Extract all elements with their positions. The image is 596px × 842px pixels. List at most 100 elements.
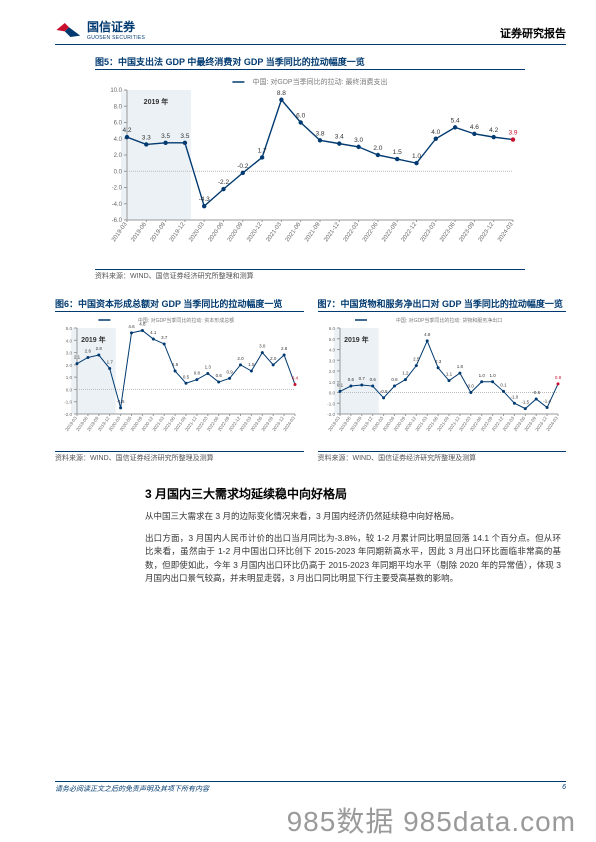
svg-text:2019-12: 2019-12 xyxy=(169,221,187,243)
svg-text:-1.0: -1.0 xyxy=(327,401,335,406)
svg-text:4.0: 4.0 xyxy=(328,348,335,353)
svg-text:0.6: 0.6 xyxy=(347,377,354,382)
chart5-container: 中国: 对GDP当季同比的拉动: 最终消费支出2019 年-6.0-4.0-2.… xyxy=(95,72,525,267)
chart5-footer: 资料来源：WIND、国信证券经济研究所整理和测算 xyxy=(95,269,525,281)
svg-text:3.0: 3.0 xyxy=(66,351,73,356)
svg-text:-2.0: -2.0 xyxy=(327,412,335,417)
svg-text:-1.5: -1.5 xyxy=(521,400,529,405)
svg-text:2019 年: 2019 年 xyxy=(344,335,369,344)
svg-text:2.5: 2.5 xyxy=(413,357,420,362)
svg-text:1.0: 1.0 xyxy=(412,153,421,160)
svg-text:-2.2: -2.2 xyxy=(218,179,230,186)
svg-text:0.6: 0.6 xyxy=(216,373,223,378)
svg-text:2021-03: 2021-03 xyxy=(265,221,283,243)
svg-text:2023-06: 2023-06 xyxy=(439,221,457,243)
svg-text:4.8: 4.8 xyxy=(139,321,146,326)
svg-text:2019-03: 2019-03 xyxy=(111,221,129,243)
svg-text:6.0: 6.0 xyxy=(328,326,335,331)
svg-text:2020-09: 2020-09 xyxy=(227,221,245,243)
svg-text:5.0: 5.0 xyxy=(328,337,335,342)
svg-text:3.3: 3.3 xyxy=(142,134,151,141)
svg-text:中国: 对GDP当季同比的拉动: 货物和服务净出口: 中国: 对GDP当季同比的拉动: 货物和服务净出口 xyxy=(395,317,501,324)
svg-text:2.0: 2.0 xyxy=(114,153,123,159)
logo-name-en: GUOSEN SECURITIES xyxy=(87,35,145,41)
svg-text:2.8: 2.8 xyxy=(281,346,288,351)
svg-text:2.1: 2.1 xyxy=(74,355,81,360)
section-title: 3 月国内三大需求均延续稳中向好格局 xyxy=(145,485,566,502)
svg-text:4.0: 4.0 xyxy=(431,129,440,136)
svg-text:1.0: 1.0 xyxy=(66,375,73,380)
svg-text:1.1: 1.1 xyxy=(445,372,452,377)
svg-text:-4.0: -4.0 xyxy=(112,202,123,208)
watermark: 985数据 985data.com xyxy=(287,800,576,840)
chart6-footer: 资料来源：WIND、国信证券经济研究所整理及测算 xyxy=(55,451,304,463)
svg-text:2021-09: 2021-09 xyxy=(304,221,322,243)
svg-text:3.5: 3.5 xyxy=(161,133,170,140)
svg-text:0.0: 0.0 xyxy=(467,384,474,389)
svg-text:4.0: 4.0 xyxy=(66,338,73,343)
svg-text:2024-03: 2024-03 xyxy=(282,415,296,432)
svg-text:0.5: 0.5 xyxy=(183,374,190,379)
chart7-footer: 资料来源：WIND、国信证券经济研究所整理及测算 xyxy=(318,451,567,463)
chart6-container: 中国: 对GDP当季同比的拉动: 资本形成总额2019 年-2.0-1.00.0… xyxy=(55,314,304,449)
svg-text:0.6: 0.6 xyxy=(391,377,398,382)
svg-text:6.0: 6.0 xyxy=(296,113,305,120)
svg-text:8.0: 8.0 xyxy=(114,104,123,110)
svg-text:-6.0: -6.0 xyxy=(112,218,123,224)
svg-text:3.0: 3.0 xyxy=(259,344,266,349)
svg-text:3.0: 3.0 xyxy=(328,358,335,363)
svg-text:4.6: 4.6 xyxy=(470,124,479,131)
page-footer: 请务必阅读正文之后的免责声明及其项下所有内容 6 xyxy=(55,781,566,794)
page-header: 国信证券 GUOSEN SECURITIES 证券研究报告 xyxy=(55,18,566,45)
svg-text:2020-06: 2020-06 xyxy=(208,221,226,243)
svg-text:-0.5: -0.5 xyxy=(379,389,387,394)
svg-text:2023-03: 2023-03 xyxy=(420,221,438,243)
svg-text:4.2: 4.2 xyxy=(489,127,498,134)
svg-text:2019 年: 2019 年 xyxy=(144,97,169,106)
logo-name-cn: 国信证券 xyxy=(87,18,145,35)
chart5-title: 图5：中国支出法 GDP 中最终消费对 GDP 当季同比的拉动幅度一览 xyxy=(95,55,525,70)
svg-text:0.0: 0.0 xyxy=(114,169,123,175)
svg-text:1.7: 1.7 xyxy=(258,147,267,154)
svg-text:2.0: 2.0 xyxy=(237,356,244,361)
svg-text:2023-09: 2023-09 xyxy=(458,221,476,243)
svg-text:8.8: 8.8 xyxy=(277,90,286,97)
chart7-container: 中国: 对GDP当季同比的拉动: 货物和服务净出口 2019 年 -2.0 -1.0 0… xyxy=(318,314,567,449)
footer-page-no: 6 xyxy=(562,784,566,794)
svg-text:-0.6: -0.6 xyxy=(532,390,540,395)
svg-text:0.0: 0.0 xyxy=(328,391,335,396)
svg-text:-0.2: -0.2 xyxy=(237,163,249,170)
svg-text:2020-03: 2020-03 xyxy=(188,221,206,243)
svg-text:3.4: 3.4 xyxy=(335,134,344,141)
svg-text:2.0: 2.0 xyxy=(270,356,277,361)
svg-text:2024-03: 2024-03 xyxy=(545,415,559,432)
svg-text:5.4: 5.4 xyxy=(451,117,460,124)
svg-text:3.7: 3.7 xyxy=(161,335,168,340)
svg-text:2020-12: 2020-12 xyxy=(246,221,264,243)
svg-text:-1.4: -1.4 xyxy=(543,399,551,404)
svg-text:2.6: 2.6 xyxy=(85,348,92,353)
svg-text:0.7: 0.7 xyxy=(358,376,365,381)
svg-text:2019 年: 2019 年 xyxy=(81,335,106,344)
svg-text:2021-12: 2021-12 xyxy=(323,221,341,243)
report-type: 证券研究报告 xyxy=(500,25,566,41)
svg-text:4.0: 4.0 xyxy=(114,137,123,143)
svg-text:0.6: 0.6 xyxy=(369,377,376,382)
svg-text:1.5: 1.5 xyxy=(393,149,402,156)
svg-text:0.1: 0.1 xyxy=(336,382,343,387)
svg-text:-1.5: -1.5 xyxy=(117,399,125,404)
svg-text:2022-09: 2022-09 xyxy=(381,221,399,243)
svg-text:0.9: 0.9 xyxy=(226,369,233,374)
svg-text:4.2: 4.2 xyxy=(122,127,131,134)
svg-text:3.9: 3.9 xyxy=(508,130,517,137)
svg-text:1.3: 1.3 xyxy=(205,364,212,369)
svg-text:2023-12: 2023-12 xyxy=(478,221,496,243)
svg-text:0.8: 0.8 xyxy=(194,371,201,376)
svg-text:-2.0: -2.0 xyxy=(64,412,72,417)
svg-text:中国: 对GDP当季同比的拉动: 资本形成总额: 中国: 对GDP当季同比的拉动: 资本形成总额 xyxy=(138,317,234,324)
svg-text:3.0: 3.0 xyxy=(354,137,363,144)
svg-text:1.0: 1.0 xyxy=(478,373,485,378)
svg-text:1.0: 1.0 xyxy=(489,373,496,378)
svg-text:4.6: 4.6 xyxy=(128,324,135,329)
svg-text:2022-03: 2022-03 xyxy=(343,221,361,243)
